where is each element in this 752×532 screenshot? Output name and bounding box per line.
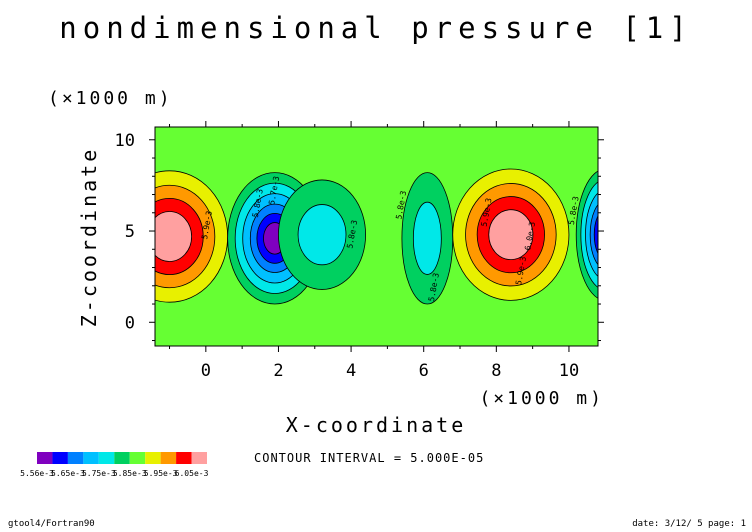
colorbar-swatch — [98, 452, 115, 464]
contour-band-2-1 — [297, 204, 347, 266]
colorbar-label: 5.75e-3 — [82, 469, 116, 478]
y-tick-label: 0 — [125, 313, 135, 333]
colorbar-swatch — [145, 452, 161, 464]
colorbar-label: 5.95e-3 — [144, 469, 178, 478]
contour-interval-text: CONTOUR INTERVAL = 5.000E-05 — [254, 451, 484, 465]
colorbar-swatch — [67, 452, 84, 464]
colorbar-swatch — [191, 452, 207, 464]
x-tick-label: 10 — [559, 361, 579, 381]
chart-title: nondimensional pressure [1] — [59, 11, 692, 45]
colorbar-label: 5.65e-3 — [51, 469, 85, 478]
y-tick-label: 5 — [125, 222, 135, 242]
x-tick-label: 6 — [419, 361, 429, 381]
x-tick-label: 2 — [273, 361, 283, 381]
plot-frame — [154, 126, 599, 347]
contour-band-4-3 — [488, 209, 534, 261]
plot-area: 5.9e-35.8e-3 5.7e-35.8e-35.8e-35.8e-35.9e… — [155, 127, 598, 346]
y-axis-label: Z-coordinate — [77, 147, 101, 328]
axes: 0 2 4 6 8 10 0 5 10 — [115, 121, 604, 381]
colorbar-swatch — [129, 452, 146, 464]
y-unit-label: (×1000 m) — [48, 88, 173, 109]
colorbar-swatch — [176, 452, 192, 464]
contour-band-5-4 — [593, 215, 598, 255]
footer-program: gtool4/Fortran90 — [8, 519, 95, 529]
x-tick-label: 0 — [201, 361, 211, 381]
colorbar-label: 5.85e-3 — [113, 469, 147, 478]
footer-date: date: 3/12/ 5 page: 1 — [632, 519, 746, 529]
colorbar-swatch — [52, 452, 68, 464]
x-tick-label: 4 — [346, 361, 356, 381]
contour-band-3-1 — [412, 201, 442, 275]
x-unit-label: (×1000 m) — [479, 388, 604, 409]
colorbar-swatch — [37, 452, 53, 464]
x-tick-label: 8 — [491, 361, 501, 381]
contour-band-0-3 — [155, 211, 192, 262]
colorbar: 5.56e-35.65e-35.75e-35.85e-35.95e-36.05e… — [20, 452, 209, 478]
colorbar-swatch — [83, 452, 99, 464]
colorbar-swatch — [160, 452, 177, 464]
x-axis-label: X-coordinate — [286, 413, 467, 437]
colorbar-swatch — [114, 452, 130, 464]
colorbar-label: 5.56e-3 — [20, 469, 54, 478]
colorbar-label: 6.05e-3 — [175, 469, 209, 478]
contour-band-5-5 — [597, 231, 598, 238]
y-tick-label: 10 — [115, 131, 135, 151]
